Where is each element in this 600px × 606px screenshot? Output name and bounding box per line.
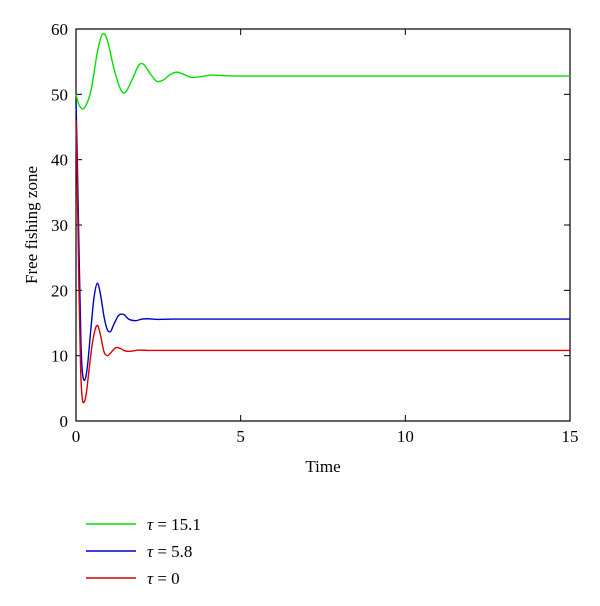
legend-tau-symbol: τ [147, 569, 154, 588]
y-tick-label: 10 [51, 347, 68, 366]
y-tick-label: 60 [51, 20, 68, 39]
legend-value: = 5.8 [153, 542, 192, 561]
y-tick-label: 20 [51, 281, 68, 300]
x-tick-label: 10 [397, 427, 414, 446]
y-tick-label: 30 [51, 216, 68, 235]
series-lines [75, 32, 570, 404]
legend-tau-symbol: τ [147, 515, 154, 534]
series-line-tau-15-1 [75, 32, 570, 110]
x-axis-label: Time [305, 457, 340, 476]
x-tick-label: 15 [562, 427, 579, 446]
y-tick-label: 0 [60, 412, 69, 431]
y-tick-label: 50 [51, 85, 68, 104]
axis-ticks: 0 5 10 15 0 10 20 30 40 50 60 [51, 20, 579, 446]
plot-frame [75, 28, 571, 422]
x-tick-label: 5 [236, 427, 245, 446]
legend-tau-symbol: τ [147, 542, 154, 561]
legend-label-tau-0: τ = 0 [147, 569, 180, 588]
legend-label-tau-5-8: τ = 5.8 [147, 542, 192, 561]
series-line-tau-5-8 [75, 100, 570, 382]
legend-value: = 15.1 [153, 515, 201, 534]
y-tick-label: 40 [51, 151, 68, 170]
series-line-tau-0 [75, 120, 570, 404]
legend: τ = 15.1τ = 5.8τ = 0 [86, 515, 201, 588]
y-axis-label: Free fishing zone [22, 166, 41, 284]
legend-value: = 0 [153, 569, 180, 588]
legend-label-tau-15-1: τ = 15.1 [147, 515, 201, 534]
x-tick-label: 0 [72, 427, 81, 446]
